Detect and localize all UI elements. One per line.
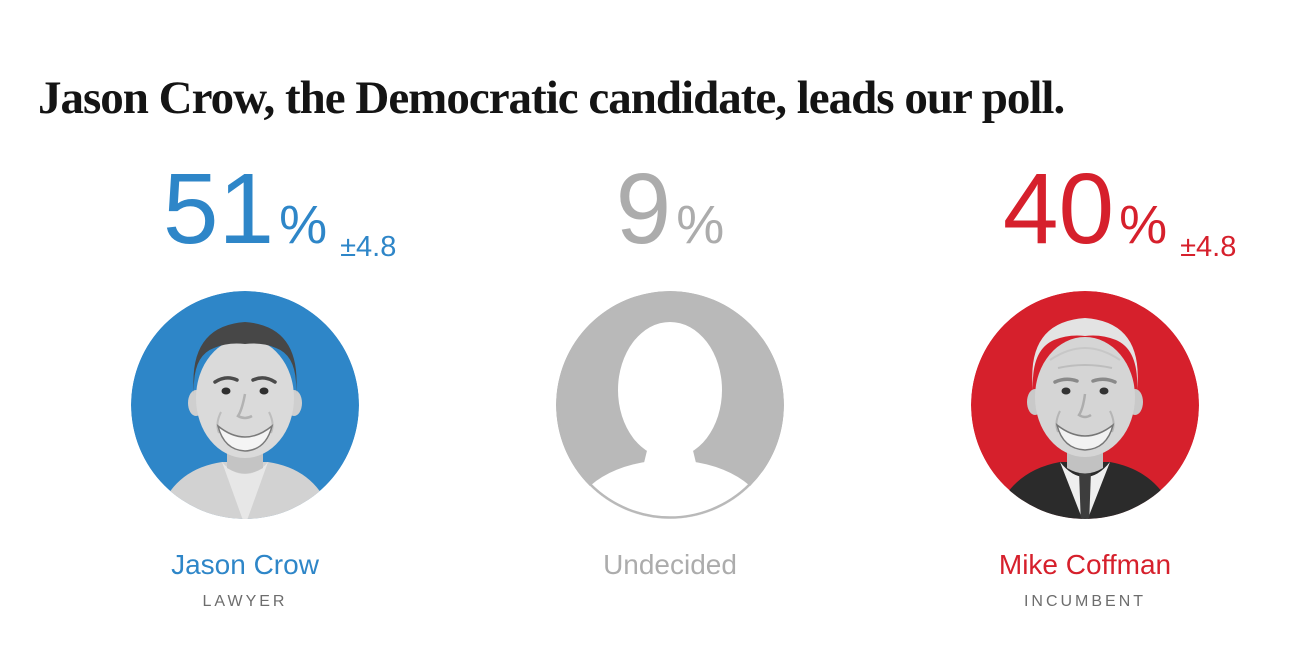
margin-of-error: ±4.8: [340, 231, 397, 263]
avatar-ring: [556, 291, 784, 519]
jason-crow-photo: [131, 291, 359, 519]
percentage-value: 51: [162, 153, 275, 265]
percentage-value: 9: [615, 153, 672, 265]
mike-coffman-photo: [971, 291, 1199, 519]
undecided-label: Undecided: [603, 549, 737, 580]
percent-sign: %: [279, 195, 328, 255]
margin-of-error: ±4.8: [1180, 231, 1237, 263]
percentage-group: 9%: [616, 159, 725, 262]
undecided-column: 9% Undecided: [500, 159, 840, 593]
poll-percentage-jason-crow: 51% ±4.8: [75, 159, 415, 262]
page-title: Jason Crow, the Democratic candidate, le…: [38, 72, 1065, 125]
poll-percentage-undecided: 9%: [500, 159, 840, 262]
percentage-value: 40: [1002, 153, 1115, 265]
undecided-silhouette: [556, 291, 784, 519]
candidate-name: Mike Coffman: [998, 549, 1172, 580]
percentage-group: 51% ±4.8: [163, 159, 396, 262]
candidate-column-mike-coffman: 40% ±4.8: [915, 159, 1255, 611]
percent-sign: %: [1119, 195, 1168, 255]
candidate-role: INCUMBENT: [1023, 593, 1147, 610]
candidate-name: Jason Crow: [171, 549, 319, 580]
poll-percentage-mike-coffman: 40% ±4.8: [915, 159, 1255, 262]
percent-sign: %: [676, 195, 725, 255]
candidate-column-jason-crow: 51% ±4.8: [75, 159, 415, 611]
percentage-group: 40% ±4.8: [1003, 159, 1236, 262]
candidate-role: LAWYER: [202, 593, 288, 610]
